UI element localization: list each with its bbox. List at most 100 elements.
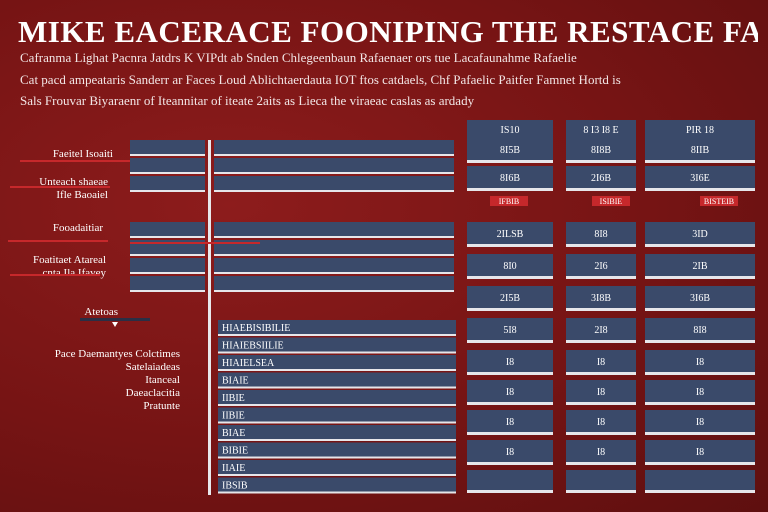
cell-stripe-6-1 xyxy=(566,372,636,375)
cell-stripe-5-1 xyxy=(566,340,636,343)
label-underline-0 xyxy=(20,160,130,162)
cell-stripe-6-2 xyxy=(645,372,755,375)
cell-value-5-1: 2I8 xyxy=(594,325,607,336)
mid-bar-stripe-0 xyxy=(214,154,454,156)
cell-value-2-2: 3ID xyxy=(692,229,708,240)
mid-bar-stripe-2 xyxy=(214,190,454,192)
row-label-line: Ifle Baoaiel xyxy=(56,189,108,201)
inner-label-8: IIAIE xyxy=(222,463,245,474)
cell-bg-1-2 xyxy=(645,166,755,188)
cell-stripe-8-1 xyxy=(566,432,636,435)
row-label-line: Satelaiadeas xyxy=(125,361,180,373)
cell-stripe-3-2 xyxy=(645,276,755,279)
cell-value-4-1: 3I8B xyxy=(591,293,611,304)
row-label-line: Faeitel Isoaiti xyxy=(52,148,113,160)
cell-bg-5-1 xyxy=(566,318,636,340)
cell-stripe-5-2 xyxy=(645,340,755,343)
row-label-2: Fooadaitiar xyxy=(53,222,103,235)
cell-value-6-2: I8 xyxy=(696,357,704,368)
label-underline-1 xyxy=(10,186,110,188)
cell-value-9-1: I8 xyxy=(597,447,605,458)
cell-stripe-2-1 xyxy=(566,244,636,247)
cell-value-1-2: 3I6E xyxy=(690,173,709,184)
cell-bg-7-1 xyxy=(566,380,636,402)
cell-bg-0-0 xyxy=(467,138,553,160)
cell-bg-2-2 xyxy=(645,222,755,244)
cell-stripe-8-0 xyxy=(467,432,553,435)
row-tag-bg-0 xyxy=(490,196,528,206)
left-bar-stripe-5 xyxy=(130,272,205,274)
cell-value-7-0: I8 xyxy=(506,387,514,398)
cell-stripe-4-0 xyxy=(467,308,553,311)
mid-bar-0 xyxy=(214,140,454,154)
cell-stripe-9-1 xyxy=(566,462,636,465)
left-bar-5 xyxy=(130,258,205,272)
cell-value-1-1: 2I6B xyxy=(591,173,611,184)
cell-value-8-1: I8 xyxy=(597,417,605,428)
cell-value-9-2: I8 xyxy=(696,447,704,458)
inner-bar-stripe-1 xyxy=(218,351,456,354)
row-tag-0: IFBIB xyxy=(499,197,519,206)
cell-value-8-0: I8 xyxy=(506,417,514,428)
cell-stripe-2-2 xyxy=(645,244,755,247)
inner-bar-stripe-2 xyxy=(218,369,456,371)
bottom-stripe-0 xyxy=(467,490,553,493)
row-label-1: Unteach shaeae Ifle Baoaiel xyxy=(39,176,108,202)
cell-stripe-1-2 xyxy=(645,188,755,191)
left-bar-2 xyxy=(130,176,205,190)
bottom-cell-1 xyxy=(566,470,636,490)
vertical-axis xyxy=(208,140,211,495)
label-underline-2 xyxy=(8,240,108,242)
cell-bg-3-1 xyxy=(566,254,636,276)
cell-bg-9-2 xyxy=(645,440,755,462)
cell-stripe-7-2 xyxy=(645,402,755,405)
bottom-stripe-2 xyxy=(645,490,755,493)
row-tag-bg-1 xyxy=(592,196,630,206)
column-header-bg-1 xyxy=(566,120,636,138)
cell-value-3-1: 2I6 xyxy=(594,261,607,272)
subtitle-line-1: Cafranma Lighat Pacnra Jatdrs K VIPdt ab… xyxy=(20,50,577,65)
column-header-1: 8 I3 I8 E xyxy=(583,125,618,136)
cell-bg-4-1 xyxy=(566,286,636,308)
label-underline-3 xyxy=(10,274,100,276)
inner-label-7: BIBIE xyxy=(222,446,248,457)
left-bar-0 xyxy=(130,140,205,154)
cell-value-0-0: 8I5B xyxy=(500,145,520,156)
mid-bar-2 xyxy=(214,176,454,190)
cell-value-0-1: 8I8B xyxy=(591,145,611,156)
cell-bg-3-2 xyxy=(645,254,755,276)
inner-bar-9 xyxy=(218,477,456,492)
cell-stripe-0-1 xyxy=(566,160,636,163)
row-tag-bg-2 xyxy=(700,196,738,206)
inner-label-9: IBSIB xyxy=(222,481,248,492)
cell-value-2-0: 2ILSB xyxy=(497,229,524,240)
bottom-cell-2 xyxy=(645,470,755,490)
column-header-2: PIR 18 xyxy=(686,125,714,136)
row-label-line: Daeaclacitia xyxy=(125,387,180,399)
cell-bg-5-2 xyxy=(645,318,755,340)
left-bar-stripe-4 xyxy=(130,254,205,256)
inner-label-1: HIAIEBSIILIE xyxy=(222,341,284,352)
left-bar-3 xyxy=(130,222,205,236)
inner-bar-stripe-7 xyxy=(218,456,456,459)
cell-bg-1-0 xyxy=(467,166,553,188)
cell-stripe-6-0 xyxy=(467,372,553,375)
inner-bar-1 xyxy=(218,337,456,352)
cell-bg-3-0 xyxy=(467,254,553,276)
cell-bg-9-0 xyxy=(467,440,553,462)
divider-arrow xyxy=(112,322,118,327)
cell-value-3-2: 2IB xyxy=(693,261,708,272)
left-bar-stripe-2 xyxy=(130,190,205,192)
mid-bar-1 xyxy=(214,158,454,172)
inner-bar-3 xyxy=(218,372,456,387)
row-label-line: Foatitaet Atareal xyxy=(33,254,106,266)
cell-stripe-3-0 xyxy=(467,276,553,279)
cell-bg-9-1 xyxy=(566,440,636,462)
cell-bg-8-1 xyxy=(566,410,636,432)
cell-stripe-4-1 xyxy=(566,308,636,311)
inner-bar-7 xyxy=(218,442,456,457)
cell-bg-6-0 xyxy=(467,350,553,372)
inner-bar-8 xyxy=(218,460,456,474)
cell-value-4-2: 3I6B xyxy=(690,293,710,304)
